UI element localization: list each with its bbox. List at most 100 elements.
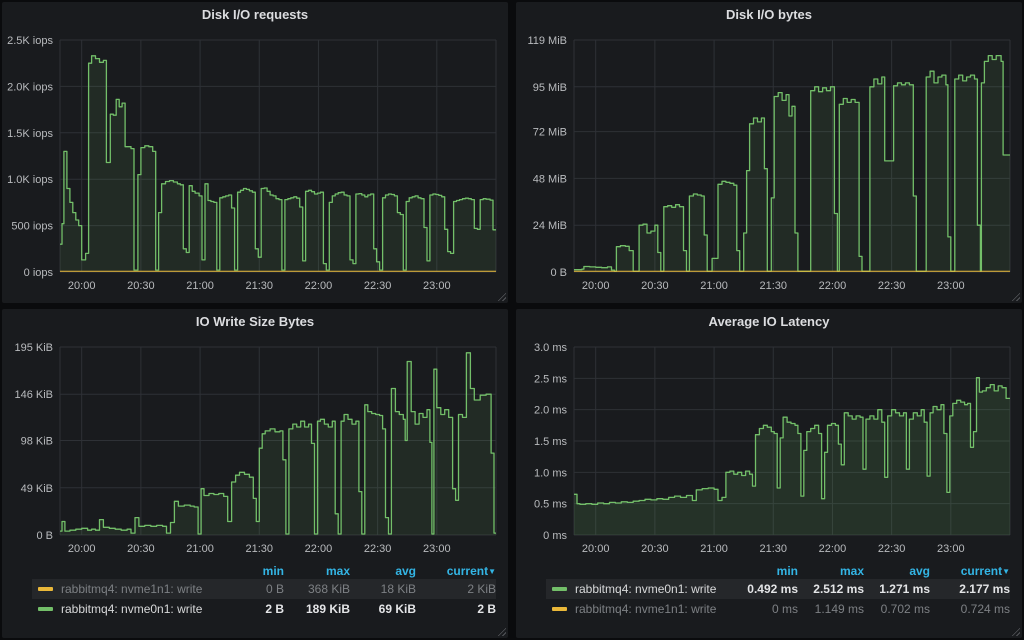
legend-stat-current: 2.177 ms [959,582,1010,596]
svg-text:20:00: 20:00 [68,543,96,555]
svg-text:3.0 ms: 3.0 ms [534,342,568,354]
series-label[interactable]: rabbitmq4: nvme0n1: write [575,582,717,596]
legend: min max avg current▼ rabbitmq4: nvme0n1: wri… [546,562,1010,619]
legend-sort-max[interactable]: max [325,563,350,578]
timeseries-plot[interactable]: 20:00 20:30 21:00 21:30 22:00 22:30 23:00 0 ms 0… [516,334,1022,562]
series-label[interactable]: rabbitmq4: nvme0n1: write [61,602,203,616]
svg-text:0 B: 0 B [36,530,53,542]
sort-caret-icon: ▼ [1002,566,1010,576]
legend-series-row[interactable]: rabbitmq4: nvme0n1: write 0.492 ms 2.512 m… [546,579,1010,599]
svg-text:21:30: 21:30 [759,280,787,292]
legend-series-row[interactable]: rabbitmq4: nvme1n1: write 0 B 368 KiB 18 Ki… [32,579,496,599]
svg-text:2.5K iops: 2.5K iops [7,35,53,47]
svg-text:21:00: 21:00 [700,280,728,292]
legend-stat-avg: 69 KiB [378,602,416,616]
svg-text:146 KiB: 146 KiB [14,389,53,401]
sort-caret-icon: ▼ [488,566,496,576]
svg-text:0 B: 0 B [550,267,567,279]
legend-stat-avg: 0.702 ms [880,602,930,616]
legend-series-row[interactable]: rabbitmq4: nvme1n1: write 0 ms 1.149 ms 0.7… [546,599,1010,619]
svg-text:195 KiB: 195 KiB [14,342,53,354]
legend-series-row[interactable]: rabbitmq4: nvme0n1: write 2 B 189 KiB 69 Ki… [32,599,496,619]
chart-svg: 20:00 20:30 21:00 21:30 22:00 22:30 23:00 0 iop… [7,35,497,292]
series-label[interactable]: rabbitmq4: nvme1n1: write [61,582,203,596]
svg-text:22:00: 22:00 [819,280,847,292]
panel-title[interactable]: Average IO Latency [708,314,830,329]
series-label[interactable]: rabbitmq4: nvme1n1: write [575,602,717,616]
series-color-swatch-icon [38,607,53,611]
svg-text:22:30: 22:30 [878,280,906,292]
legend-sort-avg[interactable]: avg [909,563,930,578]
legend-sort-min[interactable]: min [776,563,798,578]
svg-text:20:30: 20:30 [641,280,669,292]
svg-text:22:00: 22:00 [819,543,847,555]
legend-sort-current[interactable]: current▼ [446,563,496,578]
panel-resize-handle[interactable] [497,627,506,636]
panel-resize-handle[interactable] [497,292,506,301]
panel-resize-handle[interactable] [1011,627,1020,636]
svg-text:1.0 ms: 1.0 ms [534,467,568,479]
legend-stat-avg: 1.271 ms [879,582,930,596]
svg-text:20:30: 20:30 [641,543,669,555]
chart-svg: 20:00 20:30 21:00 21:30 22:00 22:30 23:00 0 B 24… [527,35,1011,292]
panel-title[interactable]: Disk I/O bytes [726,7,812,22]
legend-header: min max avg current▼ [546,562,1010,579]
svg-text:23:00: 23:00 [937,280,965,292]
legend-stat-current: 0.724 ms [960,602,1010,616]
panel-disk-io-requests: Disk I/O requests 20:00 20:30 21:00 21:30 22… [2,2,508,303]
series-color-swatch-icon [38,587,53,591]
svg-text:22:30: 22:30 [878,543,906,555]
svg-text:1.5K iops: 1.5K iops [7,128,53,140]
svg-text:119 MiB: 119 MiB [527,35,567,47]
svg-text:21:30: 21:30 [759,543,787,555]
svg-text:24 MiB: 24 MiB [533,220,567,232]
svg-text:22:00: 22:00 [305,280,333,292]
svg-text:23:00: 23:00 [423,543,451,555]
legend-stat-current: 2 B [477,602,496,616]
svg-text:23:00: 23:00 [937,543,965,555]
timeseries-plot[interactable]: 20:00 20:30 21:00 21:30 22:00 22:30 23:00 0 B 49… [2,334,508,562]
legend-sort-min[interactable]: min [262,563,284,578]
svg-text:22:30: 22:30 [364,543,392,555]
legend-sort-max[interactable]: max [839,563,864,578]
svg-text:20:00: 20:00 [582,543,610,555]
legend-stat-min: 0 ms [771,602,798,616]
chart-svg: 20:00 20:30 21:00 21:30 22:00 22:30 23:00 0 ms 0… [534,342,1011,555]
panel-title[interactable]: IO Write Size Bytes [195,314,315,329]
legend-stat-max: 368 KiB [307,582,350,596]
legend-stat-max: 2.512 ms [813,582,864,596]
svg-text:21:00: 21:00 [186,543,214,555]
panel-io-write-size-bytes: IO Write Size Bytes 20:00 20:30 21:00 21:30… [2,309,508,638]
legend-stat-min: 2 B [265,602,284,616]
svg-text:21:30: 21:30 [245,280,273,292]
chart-svg: 20:00 20:30 21:00 21:30 22:00 22:30 23:00 0 B 49… [14,342,497,555]
legend-sort-avg[interactable]: avg [395,563,416,578]
panel-title[interactable]: Disk I/O requests [201,7,309,22]
svg-text:98 KiB: 98 KiB [21,436,53,448]
svg-text:2.0 ms: 2.0 ms [534,405,568,417]
svg-text:2.0K iops: 2.0K iops [7,81,53,93]
svg-text:500 iops: 500 iops [11,221,53,233]
svg-text:20:30: 20:30 [127,543,155,555]
panel-average-io-latency: Average IO Latency 20:00 20:30 21:00 21:30 2… [516,309,1022,638]
svg-text:22:00: 22:00 [305,543,333,555]
svg-text:2.5 ms: 2.5 ms [534,373,568,385]
timeseries-plot[interactable]: 20:00 20:30 21:00 21:30 22:00 22:30 23:00 0 B 24… [516,27,1022,299]
svg-text:0 iops: 0 iops [24,267,54,279]
svg-text:20:00: 20:00 [68,280,96,292]
legend-sort-current[interactable]: current▼ [960,563,1010,578]
svg-text:20:00: 20:00 [582,280,610,292]
svg-text:21:30: 21:30 [245,543,273,555]
svg-text:21:00: 21:00 [700,543,728,555]
svg-text:20:30: 20:30 [127,280,155,292]
svg-text:95 MiB: 95 MiB [533,82,567,94]
legend-stat-min: 0 B [265,582,284,596]
panel-resize-handle[interactable] [1011,292,1020,301]
timeseries-plot[interactable]: 20:00 20:30 21:00 21:30 22:00 22:30 23:00 0 iop… [2,27,508,299]
svg-text:21:00: 21:00 [186,280,214,292]
series-color-swatch-icon [552,587,567,591]
svg-text:1.0K iops: 1.0K iops [7,174,53,186]
legend-stat-max: 189 KiB [305,602,350,616]
svg-text:0.5 ms: 0.5 ms [534,499,568,511]
